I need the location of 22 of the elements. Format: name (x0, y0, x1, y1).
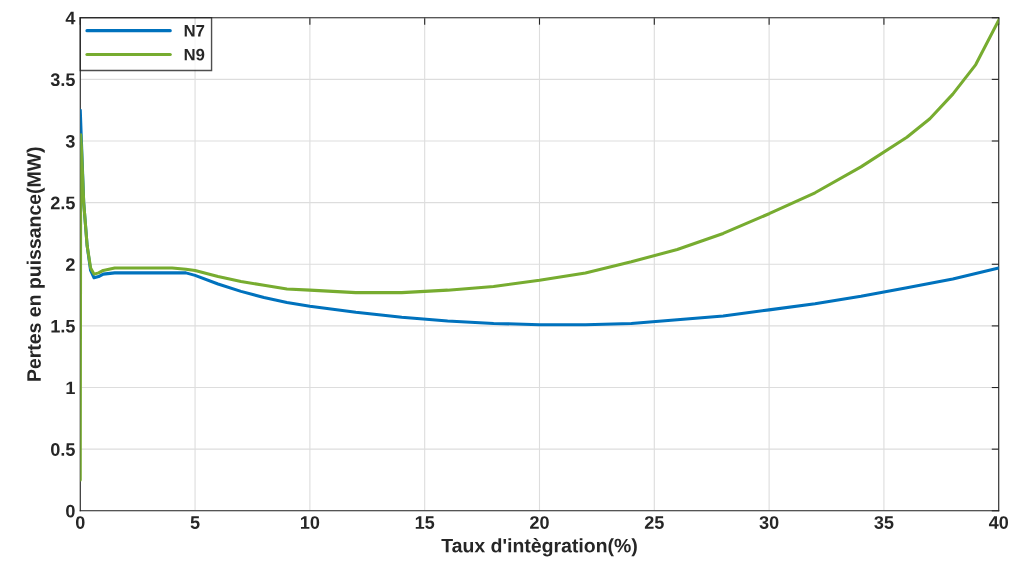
x-tick-label: 15 (415, 516, 435, 529)
y-tick-label: 0.5 (51, 443, 75, 456)
y-tick-label: 2 (65, 258, 75, 271)
x-tick-label: 10 (300, 516, 320, 529)
y-tick-label: 1 (66, 381, 75, 395)
x-axis-title: Taux d'intègration(%) (441, 538, 637, 557)
y-tick-label: 4 (65, 11, 76, 25)
x-tick-label: 0 (75, 516, 85, 529)
y-tick-label: 2.5 (50, 196, 75, 210)
y-tick-label: 3 (65, 134, 75, 148)
y-tick-label: 0 (66, 504, 75, 518)
x-tick-label: 25 (644, 516, 664, 529)
x-tick-label: 30 (759, 516, 779, 529)
x-tick-label: 20 (530, 516, 549, 529)
y-tick-label: 1.5 (51, 320, 75, 333)
x-tick-label: 5 (190, 516, 200, 529)
legend-label: N7 (184, 25, 205, 37)
legend-label: N9 (184, 48, 205, 61)
x-tick-label: 35 (874, 516, 894, 529)
y-tick-label: 3.5 (50, 73, 75, 87)
y-axis-title: Pertes en puissance(MW) (26, 147, 45, 381)
x-tick-label: 40 (988, 516, 1009, 529)
